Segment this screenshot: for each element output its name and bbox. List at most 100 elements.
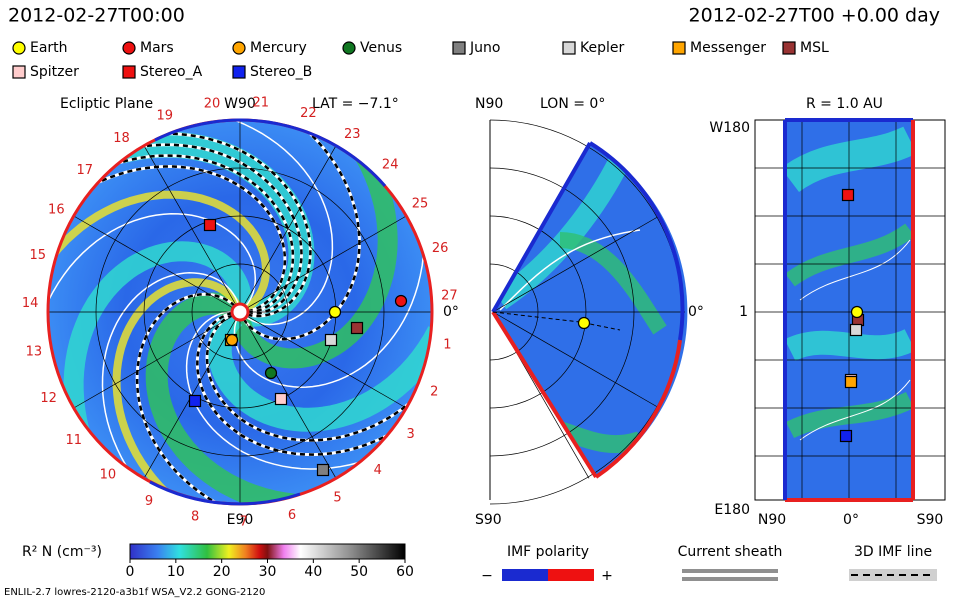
- x-label: N90: [758, 512, 786, 528]
- grid-line: [73, 215, 241, 313]
- wedge: [493, 143, 688, 477]
- marker: [782, 41, 796, 55]
- imf-line: [242, 120, 361, 341]
- marker: [849, 323, 863, 337]
- legend-label: Mars: [140, 40, 174, 56]
- day-label: 17: [76, 163, 93, 178]
- day-label: 3: [406, 427, 414, 442]
- imf-neg: [502, 569, 548, 581]
- timestamp: 2012-02-27T00:00: [8, 5, 185, 27]
- edge: [594, 339, 682, 479]
- marker: [232, 65, 246, 79]
- day-label: 19: [156, 108, 173, 123]
- sheath-title: Current sheath: [678, 544, 783, 560]
- lon: LON = 0°: [540, 96, 605, 112]
- day-label: 13: [26, 345, 43, 360]
- day-label: 1: [443, 337, 451, 352]
- day-label: 16: [48, 203, 65, 218]
- imf-title: IMF polarity: [507, 544, 589, 560]
- imf-line: [147, 132, 312, 318]
- border-blue: [149, 480, 301, 506]
- elapsed: 2012-02-27T00 +0.00 day: [689, 5, 940, 27]
- radial-panel: R = 1.0 AU W180 1 E180 N90 0° S90: [709, 96, 946, 528]
- imf-line: [122, 143, 303, 316]
- day-label: 6: [288, 508, 296, 523]
- x-label: 0°: [843, 512, 859, 528]
- tick-label: 0: [126, 564, 135, 580]
- bottom-label: E90: [227, 512, 254, 528]
- marker: [324, 333, 338, 347]
- day-label: 15: [30, 248, 47, 263]
- day-label: 9: [145, 494, 153, 509]
- day-label: 2: [430, 384, 438, 399]
- band: [230, 150, 398, 369]
- colorbar-label: R² N (cm⁻³): [22, 544, 102, 560]
- day-label: 12: [40, 391, 57, 406]
- marker: [850, 305, 864, 319]
- panel-title: R = 1.0 AU: [806, 96, 883, 112]
- field-line: [48, 213, 257, 321]
- marker: [839, 429, 853, 443]
- marker: [672, 41, 686, 55]
- imf-pos: [548, 569, 594, 581]
- marker: [12, 41, 26, 55]
- edge: [588, 141, 685, 341]
- marker: [225, 333, 239, 347]
- marker: [203, 218, 217, 232]
- legend-label: Stereo_A: [140, 64, 203, 80]
- grid-line: [143, 145, 241, 313]
- day-label: 22: [300, 106, 317, 121]
- marker: [264, 366, 278, 380]
- imf-minus: −: [481, 568, 493, 584]
- band: [63, 241, 252, 435]
- bottom-label: S90: [475, 512, 502, 528]
- legend-label: Venus: [360, 40, 402, 56]
- sun: [230, 302, 250, 322]
- meridional-panel: N90 LON = 0° 0° S90: [475, 96, 704, 528]
- edge: [491, 142, 592, 313]
- legend-label: Kepler: [580, 40, 624, 56]
- top-label: N90: [475, 96, 503, 112]
- legend-label: Earth: [30, 40, 68, 56]
- marker: [342, 41, 356, 55]
- grid-line: [73, 311, 241, 409]
- legend-label: Messenger: [690, 40, 766, 56]
- grid-line: [492, 215, 660, 313]
- panel-title: Ecliptic Plane: [60, 96, 153, 112]
- marker: [122, 41, 136, 55]
- grid-line: [239, 145, 337, 313]
- band: [145, 292, 296, 504]
- legend: Earth Mars Mercury Venus Juno Kepler Messenger…: [12, 40, 829, 80]
- legend-label: Stereo_B: [250, 64, 312, 80]
- day-label: 14: [22, 296, 39, 311]
- day-label: 20: [204, 96, 221, 111]
- tick-label: 50: [350, 564, 368, 580]
- marker: [274, 392, 288, 406]
- imf-line-title: 3D IMF line: [854, 544, 932, 560]
- mid-label: 1: [739, 304, 748, 320]
- marker: [350, 321, 364, 335]
- grid-line: [492, 311, 660, 409]
- legend-label: Mercury: [250, 40, 307, 56]
- ecliptic-panel: Ecliptic Plane W90 LAT = −7.1° E90 0° 12…: [22, 96, 459, 530]
- tick-label: 30: [259, 564, 277, 580]
- footer: ENLIL-2.7 lowres-2120-a3b1f WSA_V2.2 GON…: [4, 587, 265, 598]
- marker: [188, 394, 202, 408]
- legend-label: Juno: [469, 40, 500, 56]
- imf-plus: +: [601, 568, 613, 584]
- top-label: W180: [709, 120, 750, 136]
- grid-line: [239, 311, 407, 409]
- colorbar-gradient: [129, 543, 406, 560]
- band: [112, 278, 241, 504]
- marker: [844, 375, 858, 389]
- imf-line: [99, 154, 295, 314]
- marker: [316, 463, 330, 477]
- marker: [452, 41, 466, 55]
- day-label: 10: [100, 468, 117, 483]
- marker: [328, 305, 342, 319]
- band: [48, 190, 270, 312]
- right-label: 0°: [688, 304, 704, 320]
- grid-line: [239, 311, 337, 479]
- tick-label: 20: [213, 564, 231, 580]
- marker: [232, 41, 246, 55]
